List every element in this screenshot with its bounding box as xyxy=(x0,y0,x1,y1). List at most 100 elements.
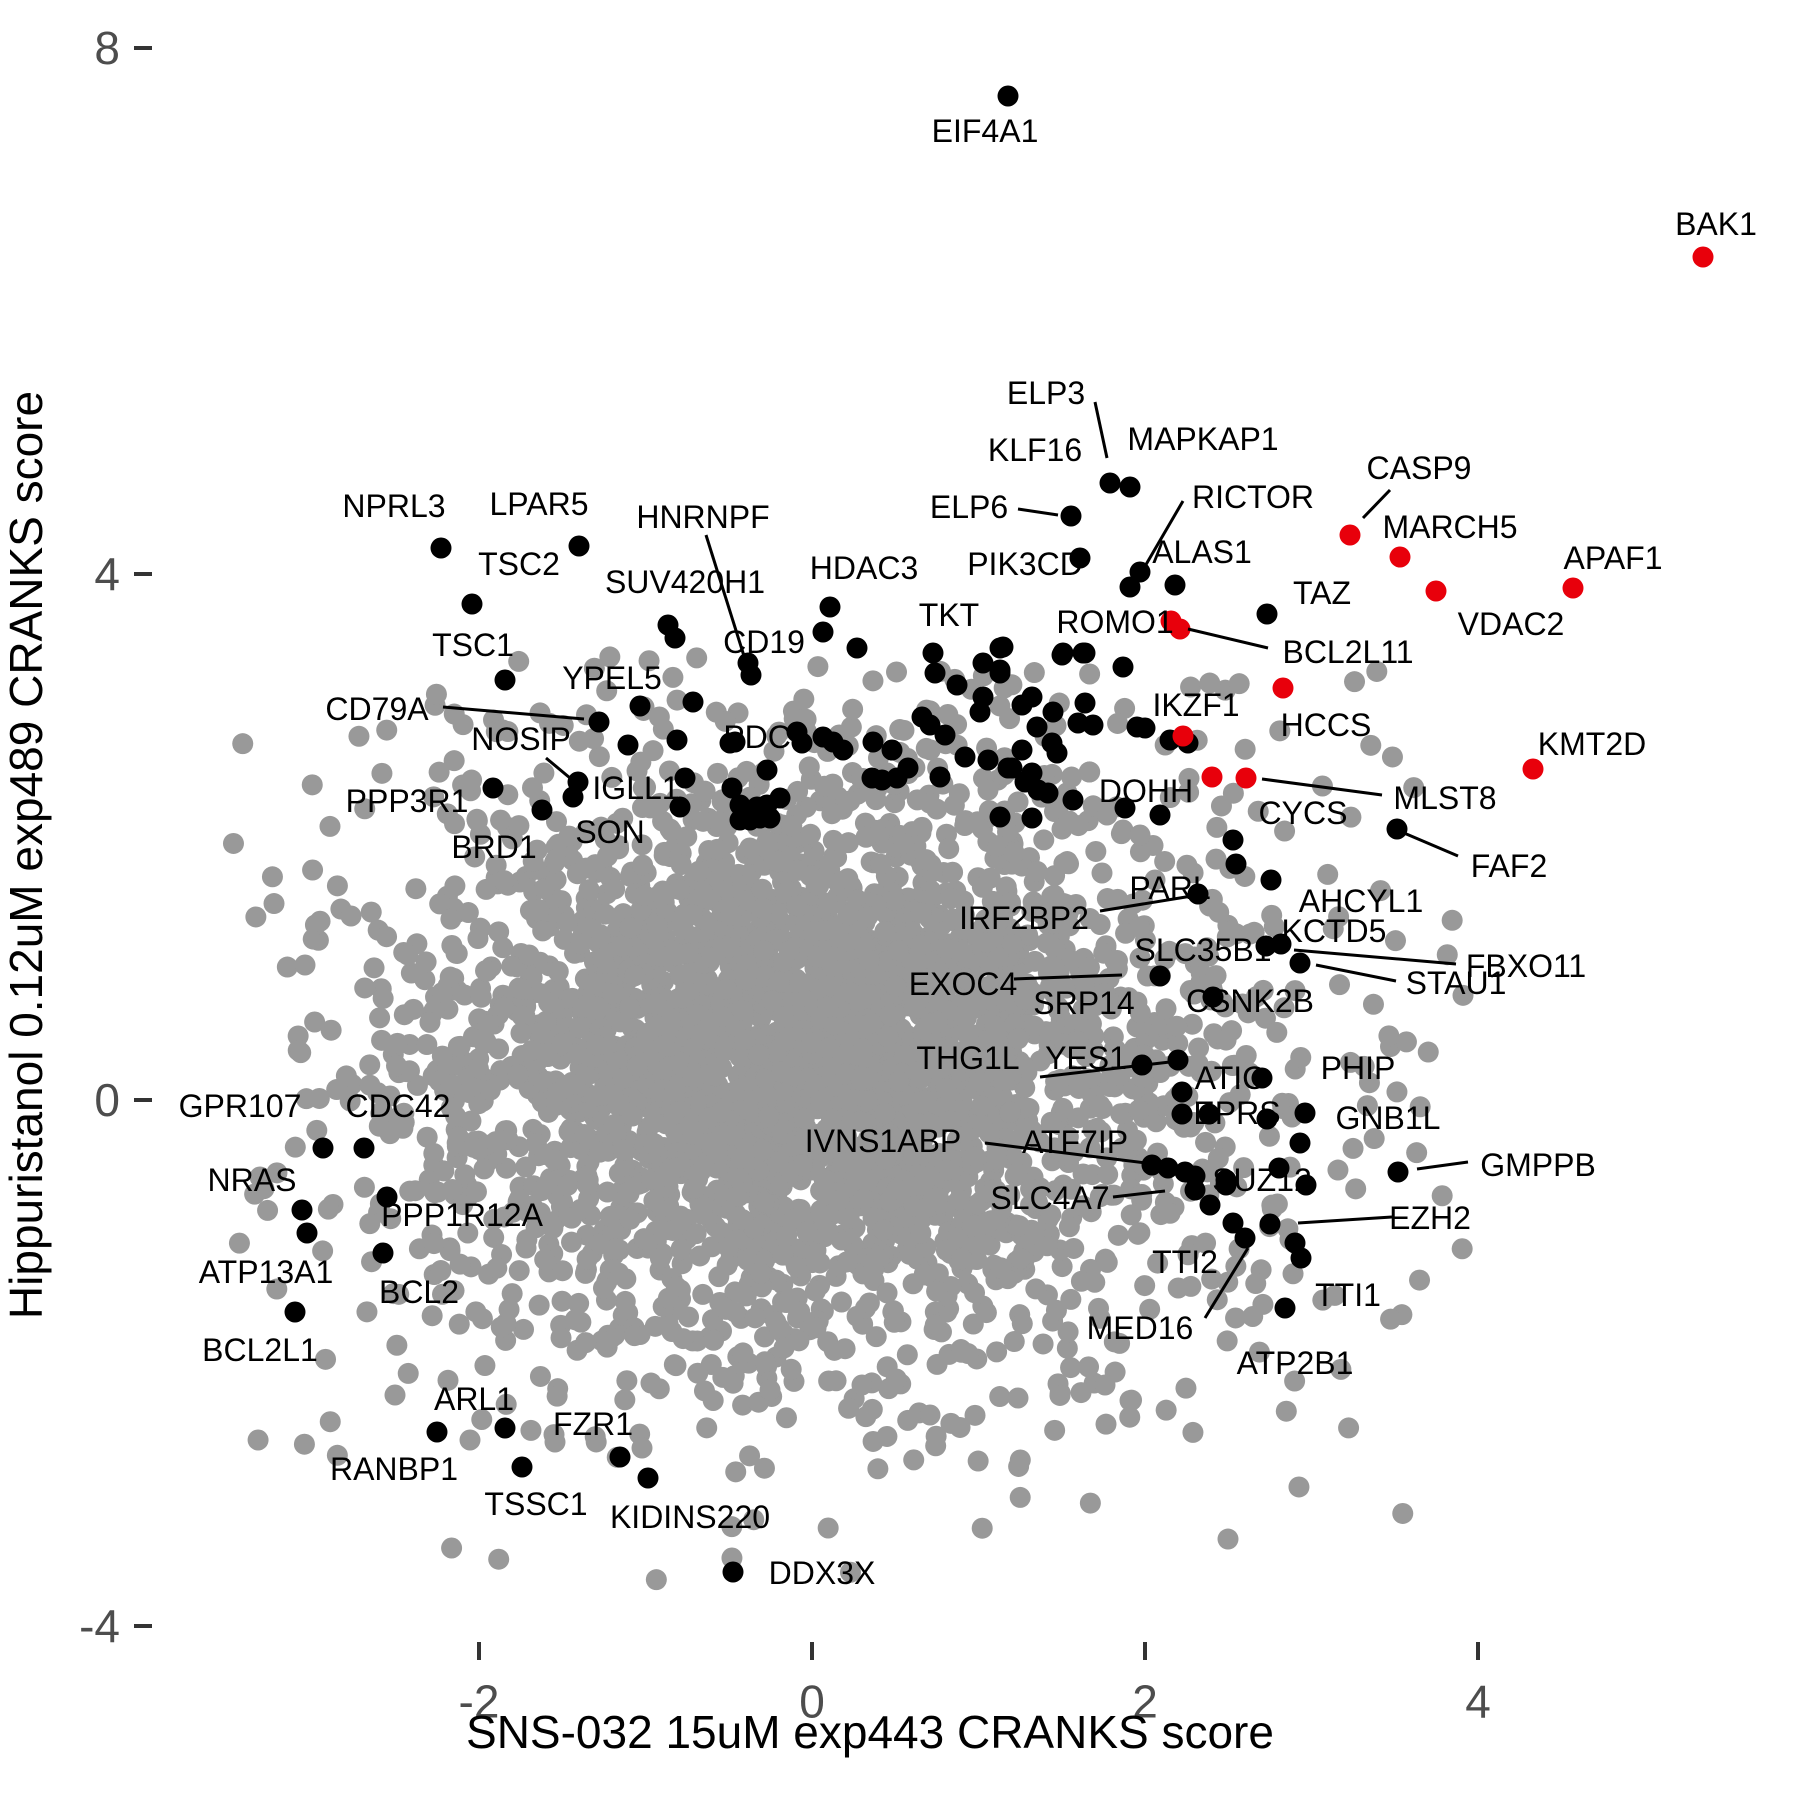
cloud-point xyxy=(939,888,961,910)
cloud-point xyxy=(1181,1013,1203,1035)
cloud-point xyxy=(348,725,370,747)
cloud-point xyxy=(640,1372,662,1394)
gene-label-apaf1: APAF1 xyxy=(1564,540,1663,576)
gene-label-tssc1: TSSC1 xyxy=(484,1486,587,1522)
black-point xyxy=(1256,1108,1278,1130)
gene-point-ivns1abp xyxy=(1141,1154,1163,1176)
gene-label-bak1: BAK1 xyxy=(1675,206,1757,242)
gene-label-hdac3: HDAC3 xyxy=(810,550,918,586)
cloud-point xyxy=(556,911,578,933)
cloud-point xyxy=(1121,1389,1143,1411)
cloud-point xyxy=(855,826,877,848)
cloud-point xyxy=(615,1268,637,1290)
cloud-point xyxy=(354,798,376,820)
cloud-point xyxy=(828,1189,850,1211)
cloud-point xyxy=(965,1146,987,1168)
gene-point-taz xyxy=(1256,603,1278,625)
cloud-point xyxy=(753,1191,775,1213)
cloud-point xyxy=(490,1316,512,1338)
cloud-point xyxy=(1037,1043,1059,1065)
cloud-point xyxy=(1134,1275,1156,1297)
cloud-point xyxy=(839,1561,861,1583)
gene-label-igll1: IGLL1 xyxy=(592,770,679,806)
black-point xyxy=(1157,1157,1179,1179)
cloud-point xyxy=(604,878,626,900)
cloud-point xyxy=(543,1149,565,1171)
cloud-point xyxy=(863,1258,885,1280)
cloud-point xyxy=(477,1014,499,1036)
cloud-point xyxy=(787,780,809,802)
cloud-point xyxy=(538,992,560,1014)
gene-labels-layer: EIF4A1 BAK1 ELP3 KLF16 MAPKAP1 ELP6 RICTOR ALAS… xyxy=(179,113,1757,1591)
black-point xyxy=(617,734,639,756)
cloud-point xyxy=(924,1314,946,1336)
gene-label-rictor: RICTOR xyxy=(1192,479,1314,515)
cloud-point xyxy=(717,1236,739,1258)
cloud-point xyxy=(587,932,609,954)
cloud-point xyxy=(874,920,896,942)
black-point xyxy=(989,659,1011,681)
cloud-point xyxy=(919,1404,941,1426)
cloud-point xyxy=(813,775,835,797)
gene-label-nosip: NOSIP xyxy=(471,721,571,757)
cloud-point xyxy=(817,1517,839,1539)
cloud-point xyxy=(532,920,554,942)
gene-label-ezh2: EZH2 xyxy=(1389,1200,1471,1236)
cloud-point xyxy=(1205,965,1227,987)
cloud-point xyxy=(459,1429,481,1451)
cloud-point xyxy=(508,815,530,837)
cloud-point xyxy=(1384,930,1406,952)
cloud-point xyxy=(1072,998,1094,1020)
cloud-point xyxy=(915,1090,937,1112)
cloud-point xyxy=(576,1248,598,1270)
cloud-point xyxy=(574,1123,596,1145)
cloud-point xyxy=(696,1417,718,1439)
cloud-point xyxy=(1201,1268,1223,1290)
cloud-point xyxy=(710,1125,732,1147)
y-tick-label: 4 xyxy=(94,548,120,600)
cloud-point xyxy=(1024,1223,1046,1245)
cloud-point xyxy=(753,940,775,962)
gene-label-med16: MED16 xyxy=(1087,1310,1194,1346)
cloud-point xyxy=(915,737,937,759)
cloud-point xyxy=(1053,853,1075,875)
cloud-point xyxy=(546,1385,568,1407)
gene-label-gpr107: GPR107 xyxy=(179,1088,302,1124)
gene-label-csnk2b: CSNK2B xyxy=(1186,983,1314,1019)
cloud-point xyxy=(386,1032,408,1054)
cloud-point xyxy=(290,1042,312,1064)
gene-point-ranbp1 xyxy=(426,1421,448,1443)
black-point xyxy=(756,759,778,781)
cloud-point xyxy=(804,1280,826,1302)
cloud-point xyxy=(887,939,909,961)
black-point xyxy=(1222,829,1244,851)
cloud-point xyxy=(645,993,667,1015)
black-point xyxy=(1225,853,1247,875)
cloud-point xyxy=(589,1141,611,1163)
cloud-point xyxy=(614,1155,636,1177)
cloud-point xyxy=(793,1107,815,1129)
cloud-point xyxy=(513,1318,535,1340)
cloud-point xyxy=(971,1517,993,1539)
cloud-point xyxy=(1378,1025,1400,1047)
cloud-point xyxy=(888,1070,910,1092)
black-point xyxy=(989,806,1011,828)
cloud-point xyxy=(564,1309,586,1331)
black-point xyxy=(1290,1247,1312,1269)
cloud-point xyxy=(397,1362,419,1384)
cloud-point xyxy=(1118,987,1140,1009)
cloud-point xyxy=(975,1029,997,1051)
y-tick-label: 0 xyxy=(94,1074,120,1126)
cloud-point xyxy=(798,756,820,778)
cloud-point xyxy=(488,1548,510,1570)
cloud-point xyxy=(1147,1252,1169,1274)
cloud-point xyxy=(708,1266,730,1288)
cloud-point xyxy=(369,1007,391,1029)
cloud-point xyxy=(423,1142,445,1164)
cloud-point xyxy=(1217,1528,1239,1550)
cloud-point xyxy=(643,1190,665,1212)
gene-point-kmt2d xyxy=(1522,758,1544,780)
cloud-point xyxy=(886,661,908,683)
cloud-point xyxy=(568,730,590,752)
cloud-point xyxy=(737,1099,759,1121)
